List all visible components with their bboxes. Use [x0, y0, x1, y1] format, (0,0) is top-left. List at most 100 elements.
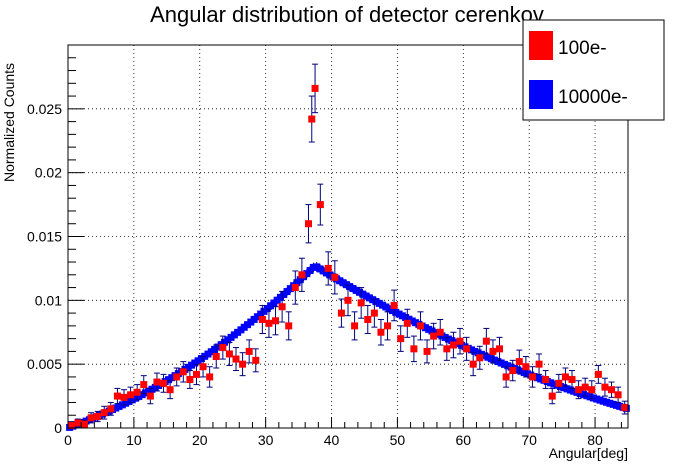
data-point-100e [265, 319, 273, 327]
data-point-100e [344, 296, 352, 304]
data-point-100e [436, 328, 444, 336]
data-point-100e [528, 373, 536, 381]
y-tick-label: 0.005 [27, 356, 62, 372]
data-point-100e [153, 378, 161, 386]
data-point-100e [581, 383, 589, 391]
data-point-100e [390, 301, 398, 309]
data-point-100e [324, 264, 332, 272]
data-point-100e [94, 413, 102, 421]
data-point-100e [535, 360, 543, 368]
data-point-100e [621, 404, 629, 412]
legend: 100e- 10000e- [522, 19, 665, 121]
data-point-100e [594, 370, 602, 378]
data-point-100e [120, 393, 128, 401]
data-point-100e [561, 373, 569, 381]
y-tick-label: 0.015 [27, 229, 62, 245]
data-point-100e [370, 309, 378, 317]
data-point-100e [397, 335, 405, 343]
x-tick-label: 0 [64, 432, 72, 448]
y-tick-label: 0 [54, 420, 62, 436]
x-tick-label: 80 [587, 432, 603, 448]
data-point-100e [285, 322, 293, 330]
data-point-100e [232, 355, 240, 363]
y-tick-label: 0.025 [27, 101, 62, 117]
data-point-100e [416, 322, 424, 330]
data-point-100e [87, 414, 95, 422]
data-point-100e [496, 345, 504, 353]
data-point-100e [542, 375, 550, 383]
y-tick-label: 0.02 [35, 165, 62, 181]
data-point-100e [127, 391, 135, 399]
data-point-100e [245, 347, 253, 355]
data-point-100e [199, 363, 207, 371]
data-point-100e [140, 381, 148, 389]
x-axis-label: Angular[deg] [549, 445, 628, 461]
legend-swatch-100e [529, 31, 553, 60]
data-point-100e [258, 315, 266, 323]
data-point-100e [469, 360, 477, 368]
x-axis: 0 10 20 30 40 50 60 70 80 [64, 417, 622, 448]
data-point-100e [316, 201, 324, 209]
data-point-100e [304, 220, 312, 228]
data-point-100e [173, 373, 181, 381]
data-point-100e [509, 367, 517, 375]
data-point-100e [219, 344, 227, 352]
data-point-100e [489, 347, 497, 355]
data-point-100e [443, 345, 451, 353]
data-point-100e [133, 388, 141, 396]
data-point-100e [146, 392, 154, 400]
x-tick-label: 10 [126, 432, 142, 448]
data-point-100e [548, 392, 556, 400]
x-tick-label: 70 [521, 432, 537, 448]
data-point-100e [449, 341, 457, 349]
x-tick-label: 60 [456, 432, 472, 448]
data-point-100e [206, 373, 214, 381]
x-tick-label: 40 [324, 432, 340, 448]
data-point-100e [308, 115, 316, 123]
data-point-100e [331, 273, 339, 281]
data-point-100e [192, 370, 200, 378]
data-point-100e [311, 84, 319, 92]
data-point-100e [601, 383, 609, 391]
data-point-100e [160, 379, 168, 387]
series-100e [67, 63, 629, 429]
data-point-100e [384, 322, 392, 330]
data-point-100e [377, 328, 385, 336]
data-point-100e [67, 421, 75, 429]
data-point-100e [614, 391, 622, 399]
y-axis-label: Normalized Counts [1, 63, 17, 182]
data-point-100e [403, 319, 411, 327]
data-point-100e [463, 345, 471, 353]
data-point-100e [74, 419, 82, 427]
data-point-100e [555, 379, 563, 387]
data-point-100e [278, 303, 286, 311]
data-point-100e [357, 299, 365, 307]
data-point-100e [515, 358, 523, 366]
data-point-100e [80, 420, 88, 428]
data-point-100e [608, 386, 616, 394]
data-point-100e [252, 356, 260, 364]
data-point-100e [166, 386, 174, 394]
data-point-100e [575, 386, 583, 394]
data-point-100e [107, 405, 115, 413]
data-point-100e [100, 409, 108, 417]
data-point-100e [430, 332, 438, 340]
data-point-100e [476, 354, 484, 362]
data-point-100e [456, 337, 464, 345]
data-point-100e [482, 337, 490, 345]
x-tick-label: 50 [390, 432, 406, 448]
data-point-100e [291, 284, 299, 292]
data-point-100e [568, 375, 576, 383]
data-point-100e [410, 345, 418, 353]
chart-title: Angular distribution of detector cerenko… [150, 2, 544, 27]
legend-label-10000e: 10000e- [558, 87, 628, 108]
data-point-100e [272, 317, 280, 325]
data-point-100e [588, 386, 596, 394]
x-tick-label: 20 [192, 432, 208, 448]
x-tick-label: 30 [258, 432, 274, 448]
data-point-100e [212, 353, 220, 361]
data-point-100e [186, 375, 194, 383]
data-point-100e [522, 363, 530, 371]
data-point-100e [113, 392, 121, 400]
